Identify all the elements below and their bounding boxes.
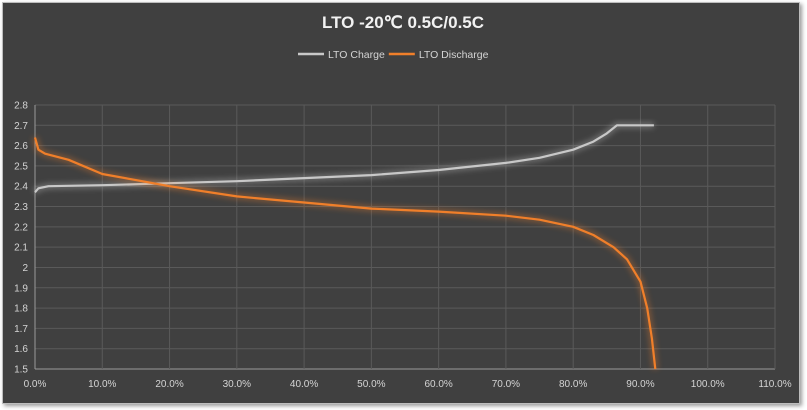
y-tick-label: 1.9 bbox=[14, 283, 28, 294]
legend-label: LTO Discharge bbox=[419, 49, 489, 61]
chart-frame bbox=[2, 2, 800, 404]
y-tick-label: 2.6 bbox=[14, 141, 28, 152]
gridlines bbox=[34, 104, 776, 370]
series-line-lto-charge bbox=[34, 124, 654, 194]
axes: 1.5 1.6 1.7 1.8 1.9 2 2.1 2.2 2.3 2.4 2.5 2.6 2.7 2.8… bbox=[14, 101, 792, 391]
legend: LTO Charge LTO Discharge bbox=[298, 49, 489, 61]
y-tick-label: 2.5 bbox=[14, 161, 28, 172]
y-tick-label: 2.2 bbox=[14, 222, 28, 233]
series-line-lto-discharge bbox=[33, 137, 657, 370]
y-tick-label: 2 bbox=[22, 263, 28, 274]
x-tick-label: 10.0% bbox=[88, 379, 116, 390]
y-tick-label: 2.3 bbox=[14, 202, 28, 213]
y-tick-label: 1.5 bbox=[14, 365, 28, 376]
y-tick-label: 2.1 bbox=[14, 243, 28, 254]
x-tick-label: 60.0% bbox=[424, 379, 452, 390]
series-glow bbox=[32, 122, 654, 195]
series-lines bbox=[32, 122, 659, 370]
y-tick-label: 1.6 bbox=[14, 344, 28, 355]
x-tick-label: 90.0% bbox=[626, 379, 654, 390]
x-tick-label: 110.0% bbox=[758, 379, 791, 390]
legend-label: LTO Charge bbox=[328, 49, 385, 61]
x-tick-label: 70.0% bbox=[492, 379, 520, 390]
x-tick-label: 40.0% bbox=[290, 379, 318, 390]
x-tick-label: 30.0% bbox=[223, 379, 251, 390]
x-tick-label: 50.0% bbox=[357, 379, 385, 390]
x-tick-label: 0.0% bbox=[24, 379, 47, 390]
y-tick-label: 2.7 bbox=[14, 121, 28, 132]
x-tick-label: 20.0% bbox=[155, 379, 183, 390]
series-glow bbox=[32, 136, 659, 370]
x-tick-label: 100.0% bbox=[691, 379, 725, 390]
y-tick-label: 2.4 bbox=[14, 182, 28, 193]
y-tick-label: 1.7 bbox=[14, 324, 28, 335]
x-tick-label: 80.0% bbox=[559, 379, 587, 390]
y-tick-label: 2.8 bbox=[14, 101, 28, 112]
y-tick-label: 1.8 bbox=[14, 304, 28, 315]
chart-title: LTO -20℃ 0.5C/0.5C bbox=[322, 13, 484, 32]
